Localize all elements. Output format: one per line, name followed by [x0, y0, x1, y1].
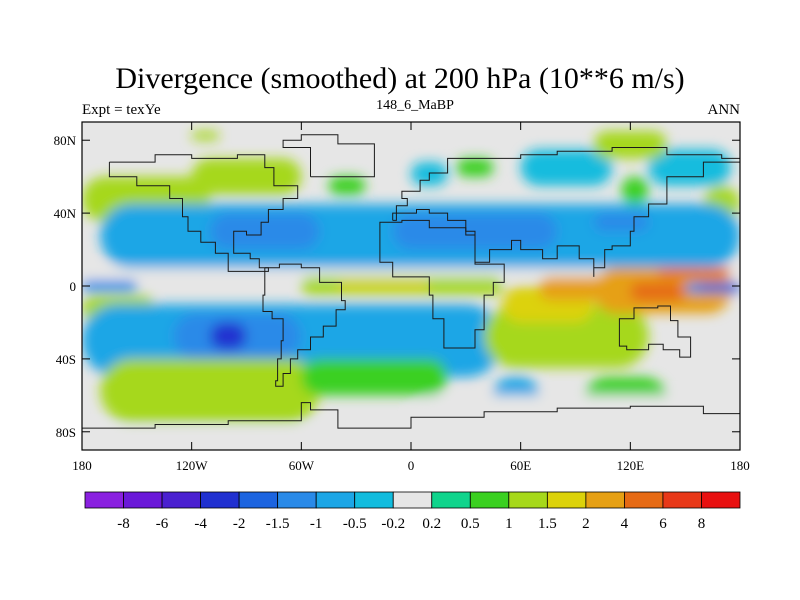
colorbar-swatch: [392, 491, 433, 509]
colorbar-label: -0.2: [381, 516, 405, 532]
field-region: [100, 358, 320, 423]
x-tick-label: 120E: [617, 458, 645, 473]
colorbar-label: 1: [505, 516, 513, 532]
x-tick-label: 60E: [510, 458, 531, 473]
colorbar-label: -2: [233, 516, 246, 532]
colorbar-swatch: [585, 491, 625, 509]
coastline: [108, 154, 299, 272]
divergence-field: [82, 122, 740, 450]
colorbar-swatch: [161, 491, 201, 509]
colorbar-swatch: [624, 491, 664, 509]
field-region: [593, 131, 667, 159]
field-region: [191, 158, 302, 195]
chart-title: Divergence (smoothed) at 200 hPa (10**6 …: [115, 62, 685, 95]
field-region: [301, 358, 448, 396]
axes: 180 120W 60W 0 60E 120E 180 80N 40N 0 40S 80S: [54, 122, 750, 473]
y-tick-label: 80N: [54, 133, 77, 148]
coastline: [392, 147, 740, 277]
field-region: [630, 282, 686, 301]
x-tick-label: 120W: [176, 458, 209, 473]
field-region: [209, 213, 320, 250]
colorbar-swatch: [546, 491, 587, 509]
coastline: [82, 402, 740, 429]
x-tick-label: 180: [72, 458, 92, 473]
field-region: [593, 213, 649, 232]
field-region: [337, 280, 430, 290]
field-region: [621, 176, 649, 204]
y-tick-label: 0: [70, 279, 77, 294]
colorbar-swatch: [315, 491, 356, 509]
colorbar: -8 -6 -4 -2 -1.5 -1 -0.5 -0.2 0.2 0.5 1 1.5 2 4 6 8: [84, 491, 741, 532]
field-region: [456, 158, 494, 177]
colorbar-swatch: [508, 491, 548, 509]
experiment-label: Expt = texYe: [82, 102, 161, 118]
colorbar-label: 0.2: [422, 516, 441, 532]
colorbar-swatch: [662, 491, 702, 509]
field-region: [520, 149, 613, 186]
colorbar-swatch: [84, 491, 124, 509]
coastline-overlay: [82, 134, 740, 429]
colorbar-swatch: [238, 491, 279, 509]
coastline: [618, 305, 692, 358]
field-region: [82, 428, 338, 450]
colorbar-label: 8: [698, 516, 706, 532]
colorbar-label: -1.5: [266, 516, 290, 532]
colorbar-label: 4: [621, 516, 629, 532]
colorbar-label: 6: [659, 516, 667, 532]
colorbar-label: 2: [582, 516, 590, 532]
colorbar-swatch: [701, 491, 741, 509]
y-tick-label: 80S: [56, 425, 76, 440]
colorbar-swatch: [469, 491, 510, 509]
field-region: [411, 395, 740, 450]
x-tick-label: 0: [408, 458, 415, 473]
colorbar-label: 1.5: [538, 516, 557, 532]
field-region: [699, 284, 740, 290]
colorbar-swatch: [354, 491, 394, 509]
field-region: [82, 280, 137, 292]
colorbar-label: -6: [156, 516, 169, 532]
colorbar-swatch: [431, 491, 471, 509]
colorbar-label: -1: [310, 516, 323, 532]
colorbar-label: -0.5: [343, 516, 367, 532]
field-region: [657, 267, 731, 277]
x-tick-label: 180: [730, 458, 750, 473]
x-tick-label: 60W: [289, 458, 315, 473]
field-region: [191, 131, 220, 141]
field-region: [538, 276, 613, 301]
season-label: ANN: [707, 102, 741, 118]
field-region: [209, 322, 247, 350]
colorbar-label: -4: [194, 516, 207, 532]
coastline: [282, 134, 375, 178]
field-region: [82, 267, 740, 277]
case-label: 148_6_MaBP: [376, 98, 454, 113]
coastline: [379, 219, 505, 349]
colorbar-swatch: [277, 491, 317, 509]
y-tick-label: 40S: [56, 352, 76, 367]
coastline: [262, 263, 346, 387]
colorbar-label: 0.5: [461, 516, 480, 532]
colorbar-swatch: [200, 491, 240, 509]
colorbar-label: -8: [117, 516, 130, 532]
field-region: [328, 176, 366, 195]
colorbar-swatch: [123, 491, 163, 509]
y-tick-label: 40N: [54, 206, 77, 221]
